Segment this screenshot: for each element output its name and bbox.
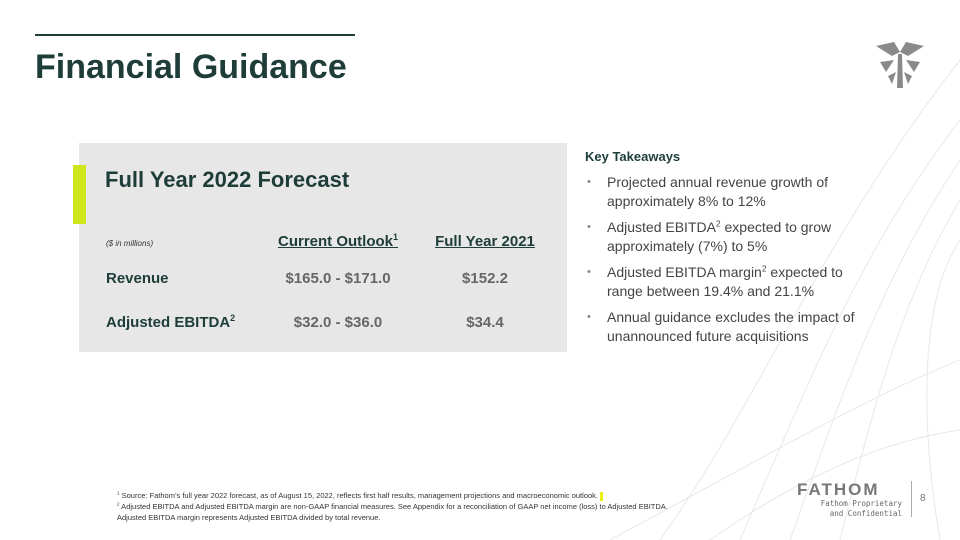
superscript: 2 bbox=[761, 263, 767, 274]
column-text: Current Outlook bbox=[277, 232, 393, 250]
row-label: Revenue bbox=[100, 256, 262, 300]
superscript: 2 bbox=[715, 218, 721, 229]
row-text: Revenue bbox=[106, 269, 169, 287]
unit: ($ in millions) bbox=[106, 238, 154, 248]
confidential-note: Fathom Proprietary and Confidential bbox=[820, 499, 902, 518]
footnote: 2 Adjusted EBITDA and Adjusted EBITDA ma… bbox=[117, 501, 668, 512]
unit-cell: ($ in millions) bbox=[100, 226, 262, 256]
cell: $32.0 - $36.0 bbox=[293, 313, 383, 331]
takeaways-heading: Key Takeaways bbox=[585, 149, 681, 164]
bullet: Annual guidance excludes the impact of u… bbox=[587, 308, 875, 346]
column-header: Current Outlook1 bbox=[262, 226, 414, 256]
footnotes: 1 Source: Fathom’s full year 2022 foreca… bbox=[117, 490, 668, 523]
row-label: Adjusted EBITDA2 bbox=[100, 300, 262, 344]
cell: $165.0 - $171.0 bbox=[285, 269, 391, 287]
takeaways: Key Takeaways Projected annual revenue g… bbox=[585, 147, 875, 353]
bullet-text: Annual guidance excludes the impact of u… bbox=[607, 309, 855, 344]
background-lines bbox=[609, 59, 960, 540]
table-row: Adjusted EBITDA2 $32.0 - $36.0 $34.4 bbox=[100, 300, 556, 344]
table-row: Revenue $165.0 - $171.0 $152.2 bbox=[100, 256, 556, 300]
column-text: Full Year 2021 bbox=[435, 232, 535, 250]
bullet: Projected annual revenue growth of appro… bbox=[587, 173, 875, 211]
slide-title: Financial Guidance bbox=[35, 48, 347, 86]
header-row: ($ in millions) Current Outlook1 Full Ye… bbox=[100, 226, 556, 256]
footnote-text: Source: Fathom’s full year 2022 forecast… bbox=[119, 491, 598, 500]
footnote: Adjusted EBITDA margin represents Adjust… bbox=[117, 513, 381, 522]
bullet: Adjusted EBITDA2 expected to grow approx… bbox=[587, 218, 875, 256]
cell: $152.2 bbox=[462, 269, 508, 287]
title-rule bbox=[35, 34, 355, 36]
bullet-text: expected to grow approximately (7%) to 5… bbox=[607, 219, 832, 254]
column-header: Full Year 2021 bbox=[414, 226, 556, 256]
logo-icon bbox=[876, 42, 924, 88]
footer-separator bbox=[911, 481, 912, 517]
forecast-panel bbox=[79, 143, 567, 352]
footnote: 1 Source: Fathom’s full year 2022 foreca… bbox=[117, 490, 668, 501]
bullet: Adjusted EBITDA margin2 expected to rang… bbox=[587, 263, 875, 301]
accent-bar bbox=[73, 165, 86, 224]
bullet-list: Projected annual revenue growth of appro… bbox=[585, 173, 875, 346]
page-number: 8 bbox=[920, 493, 926, 504]
bullet-text: Projected annual revenue growth of appro… bbox=[607, 174, 829, 209]
row-text: Adjusted EBITDA bbox=[106, 313, 231, 331]
superscript: 1 bbox=[392, 231, 398, 242]
footnote-mark: 2 bbox=[117, 501, 120, 507]
forecast-table: ($ in millions) Current Outlook1 Full Ye… bbox=[100, 226, 556, 344]
cell: $34.4 bbox=[466, 313, 504, 331]
bullet-text: Adjusted EBITDA bbox=[607, 219, 716, 235]
panel-title: Full Year 2022 Forecast bbox=[105, 167, 350, 192]
bullet-text: Adjusted EBITDA margin bbox=[607, 264, 762, 280]
bullet-text: expected to range between 19.4% and 21.1… bbox=[607, 264, 843, 299]
footnote-text: Adjusted EBITDA and Adjusted EBITDA marg… bbox=[119, 502, 668, 511]
footnote-mark: 1 bbox=[117, 490, 120, 496]
footer-logo: FATHOM bbox=[797, 480, 880, 499]
highlight bbox=[599, 491, 603, 501]
superscript: 2 bbox=[230, 312, 236, 323]
